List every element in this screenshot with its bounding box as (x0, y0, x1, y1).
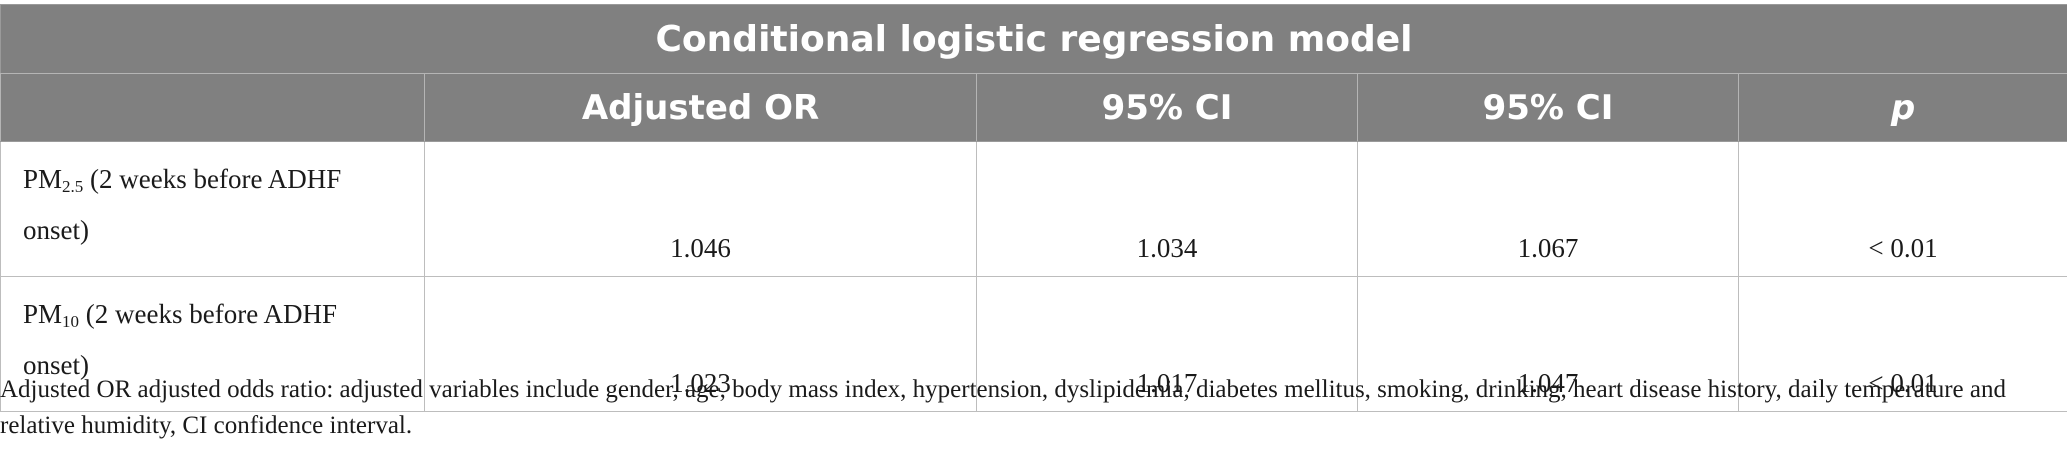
row-label: PM10 (2 weeks before ADHF onset) (0, 276, 425, 412)
p-value: < 0.01 (1868, 233, 1938, 263)
row-label-rest: (2 weeks before ADHF onset) (23, 299, 337, 380)
adjusted-or-value: 1.046 (670, 233, 731, 263)
row-label-subscript: 2.5 (62, 177, 84, 196)
cell-adjusted-or: 1.023 (424, 276, 977, 412)
header-ci-upper: 95% CI (1357, 73, 1739, 142)
cell-ci-upper: 1.067 (1357, 141, 1739, 277)
p-value: < 0.01 (1868, 368, 1938, 398)
regression-table: Conditional logistic regression model Ad… (0, 4, 2067, 412)
row-label-subscript: 10 (62, 312, 80, 331)
table-footnote: Adjusted OR adjusted odds ratio: adjuste… (0, 376, 2006, 439)
cell-p-value: < 0.01 (1738, 276, 2067, 412)
ci-lower-value: 1.017 (1136, 368, 1198, 398)
row-label: PM2.5 (2 weeks before ADHF onset) (0, 141, 425, 277)
cell-adjusted-or: 1.046 (424, 141, 977, 277)
ci-upper-value: 1.047 (1517, 368, 1579, 398)
header-ci-lower: 95% CI (976, 73, 1358, 142)
title-row: Conditional logistic regression model (0, 4, 2067, 74)
header-p-value: p (1738, 73, 2067, 142)
adjusted-or-value: 1.023 (670, 368, 731, 398)
cell-ci-upper: 1.047 (1357, 276, 1739, 412)
regression-table-container: Conditional logistic regression model Ad… (0, 4, 2067, 412)
cell-p-value: < 0.01 (1738, 141, 2067, 277)
header-empty (0, 73, 425, 142)
table-title: Conditional logistic regression model (0, 4, 2067, 74)
cell-ci-lower: 1.034 (976, 141, 1358, 277)
row-label-rest: (2 weeks before ADHF onset) (23, 164, 342, 245)
row-label-main: PM (23, 164, 63, 194)
row-label-main: PM (23, 299, 63, 329)
table-row: PM10 (2 weeks before ADHF onset) 1.023 1… (0, 276, 2067, 412)
table-row: PM2.5 (2 weeks before ADHF onset) 1.046 … (0, 141, 2067, 277)
ci-upper-value: 1.067 (1517, 233, 1579, 263)
header-adjusted-or: Adjusted OR (424, 73, 977, 142)
ci-lower-value: 1.034 (1136, 233, 1198, 263)
header-row: Adjusted OR 95% CI 95% CI p (0, 73, 2067, 142)
